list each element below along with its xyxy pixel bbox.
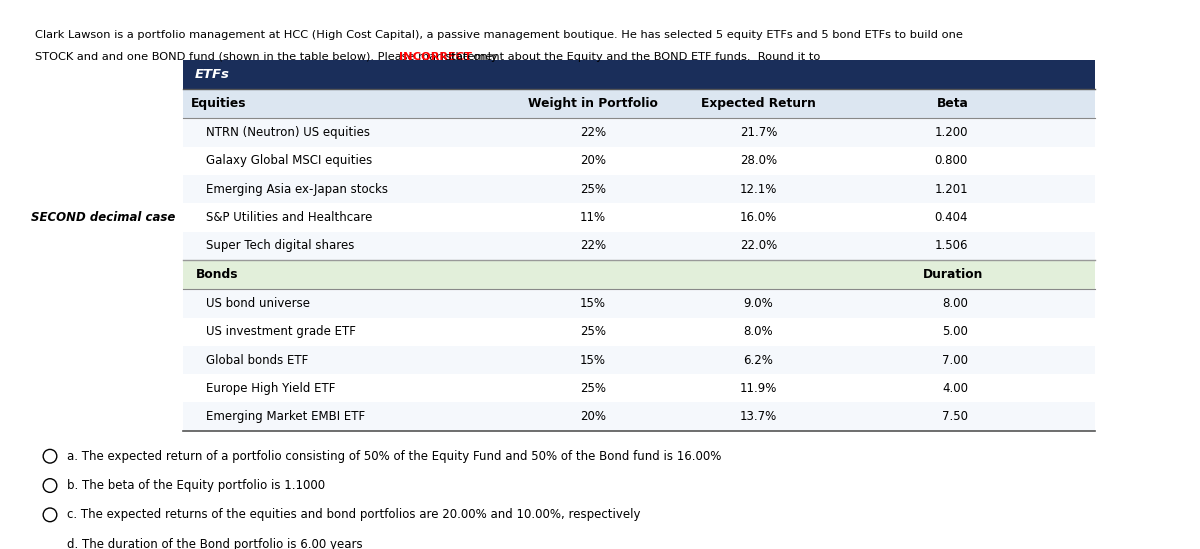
Text: 5.00: 5.00 <box>942 325 968 338</box>
Text: d. The duration of the Bond portfolio is 6.00 years: d. The duration of the Bond portfolio is… <box>66 537 362 549</box>
Bar <box>184 374 1094 402</box>
Bar <box>184 203 1094 232</box>
Text: 22.0%: 22.0% <box>739 239 778 252</box>
Text: 6.2%: 6.2% <box>744 354 773 367</box>
Text: 15%: 15% <box>580 354 606 367</box>
Text: Bonds: Bonds <box>196 268 239 281</box>
Bar <box>184 232 1094 260</box>
Text: US investment grade ETF: US investment grade ETF <box>206 325 355 338</box>
Text: Weight in Portfolio: Weight in Portfolio <box>528 97 658 110</box>
Text: 20%: 20% <box>580 410 606 423</box>
Bar <box>184 346 1094 374</box>
Text: 7.00: 7.00 <box>942 354 968 367</box>
Text: statement about the Equity and the BOND ETF funds.  Round it to: statement about the Equity and the BOND … <box>442 52 820 62</box>
Text: 22%: 22% <box>580 126 606 139</box>
Text: S&P Utilities and Healthcare: S&P Utilities and Healthcare <box>206 211 372 224</box>
Text: 0.800: 0.800 <box>935 154 968 167</box>
Bar <box>184 317 1094 346</box>
Text: 21.7%: 21.7% <box>739 126 778 139</box>
Text: ETFs: ETFs <box>196 68 230 81</box>
Text: US bond universe: US bond universe <box>206 297 310 310</box>
Text: 0.404: 0.404 <box>935 211 968 224</box>
Text: NTRN (Neutron) US equities: NTRN (Neutron) US equities <box>206 126 370 139</box>
Text: 11%: 11% <box>580 211 606 224</box>
Text: 13.7%: 13.7% <box>739 410 778 423</box>
Text: Europe High Yield ETF: Europe High Yield ETF <box>206 382 335 395</box>
Text: 25%: 25% <box>580 182 606 195</box>
Text: Super Tech digital shares: Super Tech digital shares <box>206 239 354 252</box>
Text: 1.201: 1.201 <box>935 182 968 195</box>
Text: 9.0%: 9.0% <box>744 297 773 310</box>
Text: Equities: Equities <box>191 97 247 110</box>
Text: 7.50: 7.50 <box>942 410 968 423</box>
Text: Beta: Beta <box>937 97 970 110</box>
Text: Expected Return: Expected Return <box>701 97 816 110</box>
Bar <box>184 89 1094 118</box>
Text: 22%: 22% <box>580 239 606 252</box>
Text: 8.00: 8.00 <box>942 297 968 310</box>
Text: 4.00: 4.00 <box>942 382 968 395</box>
Text: 15%: 15% <box>580 297 606 310</box>
Bar <box>184 260 1094 289</box>
Bar <box>184 402 1094 431</box>
Text: c. The expected returns of the equities and bond portfolios are 20.00% and 10.00: c. The expected returns of the equities … <box>66 508 640 522</box>
Text: Clark Lawson is a portfolio management at HCC (High Cost Capital), a passive man: Clark Lawson is a portfolio management a… <box>35 30 964 40</box>
Text: 8.0%: 8.0% <box>744 325 773 338</box>
Text: 25%: 25% <box>580 382 606 395</box>
Bar <box>184 118 1094 147</box>
Text: Galaxy Global MSCI equities: Galaxy Global MSCI equities <box>206 154 372 167</box>
Text: Emerging Market EMBI ETF: Emerging Market EMBI ETF <box>206 410 365 423</box>
Text: 25%: 25% <box>580 325 606 338</box>
Text: Emerging Asia ex-Japan stocks: Emerging Asia ex-Japan stocks <box>206 182 388 195</box>
Text: Duration: Duration <box>923 268 984 281</box>
Text: 1.506: 1.506 <box>935 239 968 252</box>
Text: STOCK and and one BOND fund (shown in the table below). Please mark the only: STOCK and and one BOND fund (shown in th… <box>35 52 502 62</box>
Text: SECOND decimal case: SECOND decimal case <box>31 211 175 224</box>
Text: a. The expected return of a portfolio consisting of 50% of the Equity Fund and 5: a. The expected return of a portfolio co… <box>66 450 721 463</box>
Bar <box>184 147 1094 175</box>
Text: 20%: 20% <box>580 154 606 167</box>
Text: 1.200: 1.200 <box>935 126 968 139</box>
Bar <box>184 175 1094 203</box>
Text: 16.0%: 16.0% <box>739 211 778 224</box>
Text: 28.0%: 28.0% <box>740 154 776 167</box>
Text: 12.1%: 12.1% <box>739 182 778 195</box>
Text: STOCK and and one BOND fund (shown in the table below). Please mark the only: STOCK and and one BOND fund (shown in th… <box>35 52 502 62</box>
Bar <box>184 60 1094 89</box>
Text: b. The beta of the Equity portfolio is 1.1000: b. The beta of the Equity portfolio is 1… <box>66 479 325 492</box>
Text: Global bonds ETF: Global bonds ETF <box>206 354 308 367</box>
Bar <box>184 289 1094 317</box>
Text: 11.9%: 11.9% <box>739 382 778 395</box>
Text: INCORRECT: INCORRECT <box>400 52 473 62</box>
